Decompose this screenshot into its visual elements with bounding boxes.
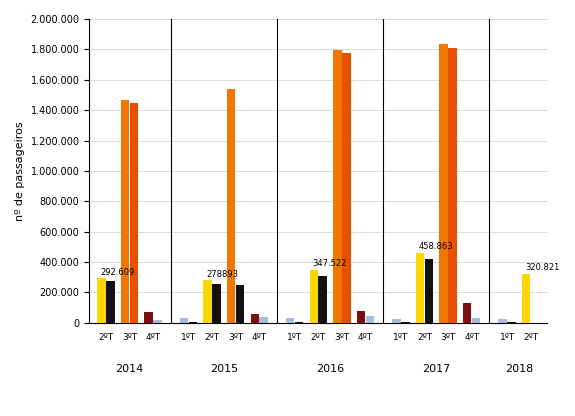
Bar xyxy=(106,282,114,323)
Text: 320.821: 320.821 xyxy=(525,263,559,272)
Text: 2018: 2018 xyxy=(505,364,533,374)
Bar xyxy=(295,322,304,323)
Bar xyxy=(333,50,342,323)
Bar xyxy=(392,319,401,323)
Bar xyxy=(366,316,374,323)
Bar xyxy=(356,311,365,323)
Bar xyxy=(522,274,531,323)
Text: 278893: 278893 xyxy=(206,270,239,279)
Bar xyxy=(154,320,162,323)
Bar xyxy=(342,53,351,323)
Text: 2017: 2017 xyxy=(422,364,450,374)
Bar xyxy=(309,270,318,323)
Text: 2016: 2016 xyxy=(316,364,344,374)
Bar xyxy=(472,318,481,323)
Bar xyxy=(416,253,424,323)
Bar xyxy=(144,312,153,323)
Text: 2015: 2015 xyxy=(210,364,238,374)
Bar xyxy=(227,89,235,323)
Bar xyxy=(236,285,244,323)
Bar xyxy=(129,103,138,323)
Bar xyxy=(259,317,268,323)
Bar xyxy=(204,280,212,323)
Bar xyxy=(439,44,448,323)
Bar xyxy=(425,259,433,323)
Bar xyxy=(401,322,409,323)
Bar xyxy=(286,318,294,323)
Bar xyxy=(97,278,106,323)
Bar xyxy=(212,284,221,323)
Bar xyxy=(463,303,471,323)
Bar xyxy=(189,322,197,323)
Y-axis label: nº de passageiros: nº de passageiros xyxy=(15,121,25,221)
Bar xyxy=(507,322,516,323)
Text: 292.609: 292.609 xyxy=(100,267,135,277)
Text: 2014: 2014 xyxy=(115,364,144,374)
Bar xyxy=(251,314,259,323)
Text: 347.522: 347.522 xyxy=(313,259,347,268)
Text: 458.863: 458.863 xyxy=(419,242,454,251)
Bar xyxy=(179,318,188,323)
Bar xyxy=(499,319,507,323)
Bar xyxy=(121,99,129,323)
Bar xyxy=(319,276,327,323)
Bar xyxy=(448,48,457,323)
